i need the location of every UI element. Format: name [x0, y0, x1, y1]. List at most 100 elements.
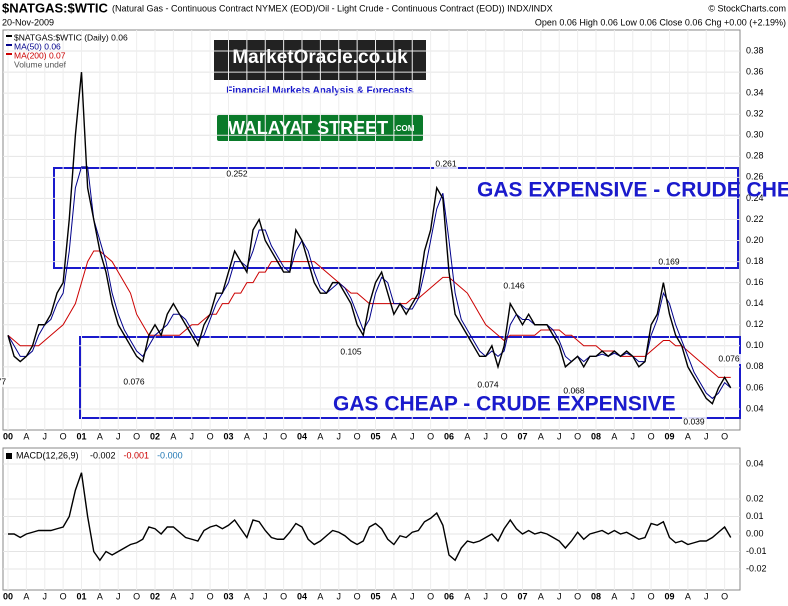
x-tick-label: O	[354, 431, 361, 441]
x-tick-label: O	[207, 591, 214, 601]
x-tick-label: 01	[76, 591, 86, 601]
x-tick-label: 09	[664, 431, 674, 441]
y-tick-label: 0.24	[746, 193, 764, 203]
annotation: 0.076	[718, 353, 740, 363]
y-tick-label: 0.30	[746, 130, 764, 140]
y-tick-label: 0.00	[746, 528, 764, 538]
y-tick-label: 0.22	[746, 214, 764, 224]
x-tick-label: A	[611, 431, 617, 441]
y-tick-label: 0.14	[746, 298, 764, 308]
y-tick-label: 0.28	[746, 151, 764, 161]
x-tick-label: J	[557, 591, 562, 601]
y-tick-label: 0.34	[746, 88, 764, 98]
x-tick-label: O	[60, 591, 67, 601]
x-tick-label: 05	[370, 431, 380, 441]
annotation-bg	[339, 347, 363, 357]
x-tick-label: J	[704, 591, 709, 601]
y-tick-label: 0.18	[746, 256, 764, 266]
y-tick-label: 0.16	[746, 277, 764, 287]
x-tick-label: J	[410, 591, 415, 601]
main-frame	[2, 29, 741, 431]
y-tick-label: -0.01	[746, 546, 767, 556]
annotation-bg	[225, 169, 249, 179]
x-tick-label: A	[317, 591, 323, 601]
annotation-bg	[122, 377, 146, 387]
x-tick-label: J	[116, 431, 121, 441]
x-tick-label: J	[43, 431, 48, 441]
x-tick-label: O	[501, 591, 508, 601]
y-tick-label: 0.12	[746, 319, 764, 329]
macd-legend-value: -0.000	[157, 450, 183, 460]
x-tick-label: A	[611, 591, 617, 601]
macd-title: MACD(12,26,9)	[16, 450, 79, 460]
x-tick-label: O	[207, 431, 214, 441]
zone-label: GAS CHEAP - CRUDE EXPENSIVE	[333, 393, 676, 416]
x-tick-label: O	[427, 591, 434, 601]
x-tick-label: O	[648, 591, 655, 601]
annotation-bg	[434, 159, 458, 169]
symbol: $NATGAS:$WTIC	[2, 0, 109, 15]
x-tick-label: J	[263, 591, 268, 601]
x-tick-label: 08	[591, 431, 601, 441]
x-tick-label: 07	[517, 591, 527, 601]
x-tick-label: J	[631, 431, 636, 441]
x-tick-label: A	[464, 431, 470, 441]
x-tick-label: O	[574, 431, 581, 441]
legend-swatch	[6, 53, 12, 55]
x-tick-label: A	[685, 431, 691, 441]
y-tick-label: 0.26	[746, 172, 764, 182]
x-tick-label: J	[190, 431, 195, 441]
y-tick-label: 0.36	[746, 66, 764, 76]
x-tick-label: A	[244, 431, 250, 441]
x-tick-label: A	[391, 591, 397, 601]
x-tick-label: A	[170, 431, 176, 441]
annotation-bg	[657, 257, 681, 267]
x-tick-label: O	[280, 431, 287, 441]
annotation-bg	[562, 386, 586, 396]
x-tick-label: O	[721, 591, 728, 601]
x-tick-label: 01	[76, 431, 86, 441]
x-tick-label: A	[538, 591, 544, 601]
macd-legend-value: -0.001	[124, 450, 150, 460]
y-tick-label: 0.08	[746, 361, 764, 371]
macd-swatch	[6, 453, 12, 459]
x-tick-label: A	[23, 431, 29, 441]
y-tick-label: 0.02	[746, 493, 764, 503]
x-tick-label: O	[133, 431, 140, 441]
y-tick-label: 0.04	[746, 458, 764, 468]
annotation-bg	[0, 377, 11, 387]
x-tick-label: 02	[150, 591, 160, 601]
expensive-box	[53, 167, 739, 269]
x-tick-label: A	[685, 591, 691, 601]
x-tick-label: 04	[297, 431, 307, 441]
y-tick-label: 0.06	[746, 382, 764, 392]
annotation-bg	[682, 417, 706, 427]
annotation-bg	[476, 380, 500, 390]
macd-legend-value: -0.002	[90, 450, 116, 460]
x-tick-label: O	[280, 591, 287, 601]
x-tick-label: J	[263, 431, 268, 441]
x-tick-label: J	[484, 431, 489, 441]
x-tick-label: 00	[3, 591, 13, 601]
x-tick-label: A	[23, 591, 29, 601]
cheap-box	[79, 336, 741, 419]
x-tick-label: A	[97, 591, 103, 601]
annotation: 077	[0, 376, 6, 386]
x-tick-label: O	[354, 591, 361, 601]
x-tick-label: 09	[664, 591, 674, 601]
x-tick-label: A	[317, 431, 323, 441]
annotation: 0.146	[503, 280, 525, 290]
x-tick-label: 05	[370, 591, 380, 601]
annotation: 0.076	[123, 376, 145, 386]
x-tick-label: O	[501, 431, 508, 441]
annotation: 0.074	[477, 379, 499, 389]
x-tick-label: 03	[223, 431, 233, 441]
legend-label: MA(50) 0.06	[14, 41, 61, 51]
x-tick-label: O	[133, 591, 140, 601]
annotation: 0.261	[435, 158, 457, 168]
x-tick-label: J	[631, 591, 636, 601]
series-line	[7, 72, 732, 405]
x-tick-label: O	[574, 591, 581, 601]
street-name: WALAYAT STREET	[228, 118, 388, 138]
